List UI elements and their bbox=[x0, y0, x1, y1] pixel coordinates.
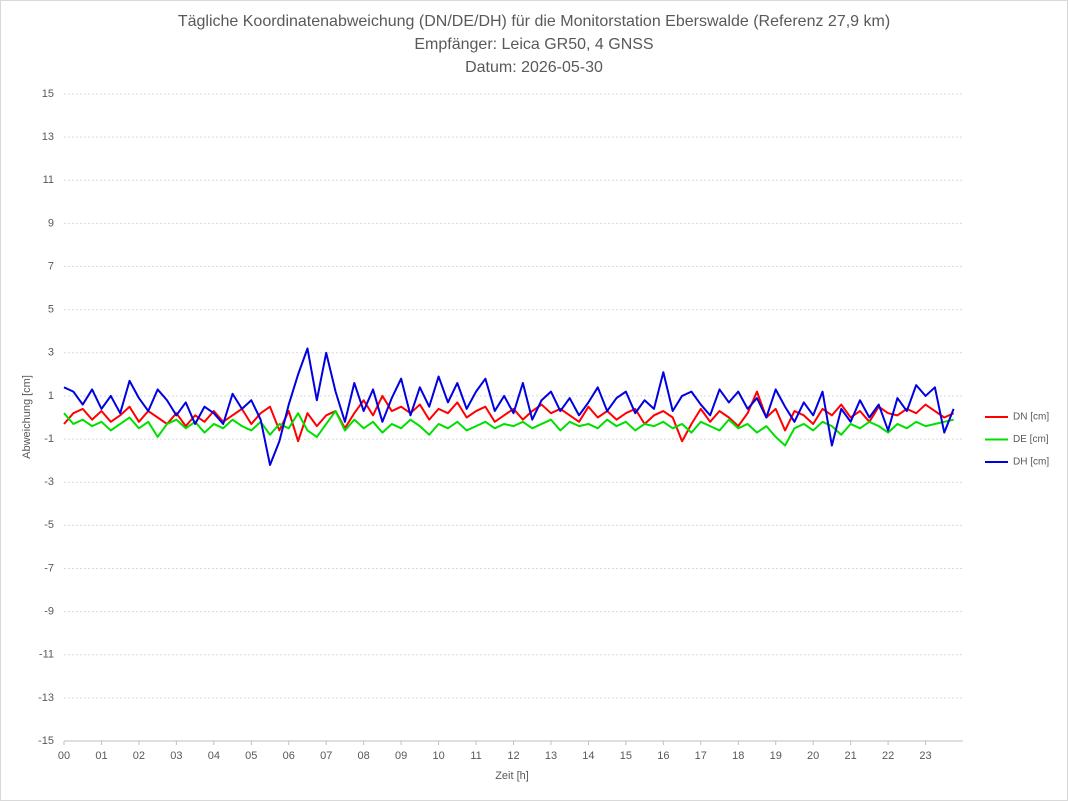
x-tick-label: 00 bbox=[58, 750, 70, 762]
y-tick-label: -7 bbox=[44, 562, 54, 574]
x-tick-label: 10 bbox=[432, 750, 444, 762]
x-tick-label: 09 bbox=[395, 750, 407, 762]
x-tick-label: 08 bbox=[358, 750, 370, 762]
x-tick-label: 19 bbox=[770, 750, 782, 762]
x-tick-label: 01 bbox=[95, 750, 107, 762]
y-tick-label: -9 bbox=[44, 606, 54, 618]
x-tick-label: 16 bbox=[657, 750, 669, 762]
x-tick-label: 18 bbox=[732, 750, 744, 762]
x-tick-label: 20 bbox=[807, 750, 819, 762]
y-axis-title: Abweichung [cm] bbox=[21, 375, 33, 459]
x-tick-label: 12 bbox=[507, 750, 519, 762]
chart-subtitle: Datum: 2026-05-30 bbox=[465, 59, 603, 76]
chart-subtitle: Empfänger: Leica GR50, 4 GNSS bbox=[414, 36, 653, 53]
y-tick-label: 15 bbox=[42, 88, 54, 100]
chart-title: Tägliche Koordinatenabweichung (DN/DE/DH… bbox=[178, 13, 890, 30]
x-tick-label: 06 bbox=[283, 750, 295, 762]
x-tick-label: 15 bbox=[620, 750, 632, 762]
x-tick-label: 07 bbox=[320, 750, 332, 762]
x-tick-label: 13 bbox=[545, 750, 557, 762]
y-tick-label: 13 bbox=[42, 131, 54, 143]
x-tick-label: 03 bbox=[170, 750, 182, 762]
y-tick-label: 7 bbox=[48, 260, 54, 272]
x-tick-label: 05 bbox=[245, 750, 257, 762]
legend-label: DH [cm] bbox=[1013, 457, 1049, 468]
y-tick-label: -11 bbox=[39, 649, 54, 661]
x-tick-label: 02 bbox=[133, 750, 145, 762]
x-tick-label: 14 bbox=[582, 750, 594, 762]
legend-label: DE [cm] bbox=[1013, 434, 1049, 445]
y-tick-label: 11 bbox=[43, 174, 54, 186]
data-line bbox=[63, 347, 955, 466]
y-tick-label: -5 bbox=[44, 519, 54, 531]
data-line bbox=[63, 410, 954, 447]
legend-label: DN [cm] bbox=[1013, 412, 1049, 423]
y-tick-label: -1 bbox=[44, 433, 54, 445]
x-tick-label: 11 bbox=[470, 750, 481, 762]
x-tick-label: 04 bbox=[208, 750, 220, 762]
x-tick-label: 17 bbox=[695, 750, 707, 762]
x-tick-label: 23 bbox=[919, 750, 931, 762]
y-tick-label: 1 bbox=[48, 390, 54, 402]
y-tick-label: -15 bbox=[38, 735, 54, 747]
x-tick-label: 21 bbox=[845, 750, 857, 762]
y-tick-label: -13 bbox=[38, 692, 54, 704]
x-axis-title: Zeit [h] bbox=[495, 770, 529, 782]
y-tick-label: 5 bbox=[48, 304, 54, 316]
y-tick-label: -3 bbox=[44, 476, 54, 488]
y-tick-label: 9 bbox=[48, 217, 54, 229]
y-tick-label: 3 bbox=[48, 347, 54, 359]
x-tick-label: 22 bbox=[882, 750, 894, 762]
